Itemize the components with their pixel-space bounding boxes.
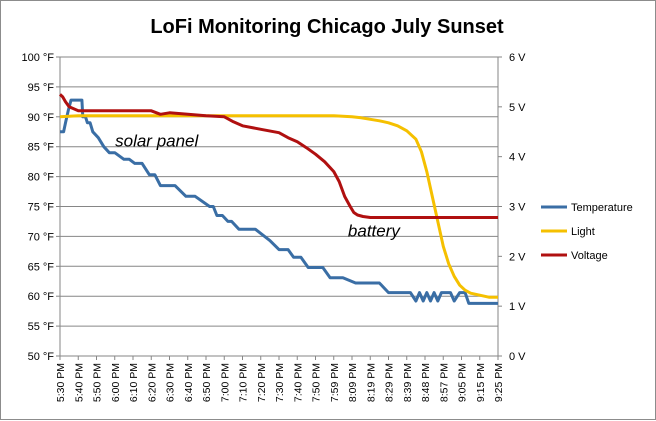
x-tick-label: 6:10 PM [128, 363, 140, 402]
x-tick-label: 6:00 PM [110, 363, 122, 402]
x-tick-label: 7:40 PM [292, 363, 304, 402]
series-lines [58, 93, 498, 305]
left-tick-label: 50 °F [28, 351, 55, 363]
right-tick-label: 6 V [509, 52, 526, 64]
left-tick-label: 90 °F [28, 112, 55, 124]
annotation-solar-panel: solar panel [115, 132, 199, 151]
left-tick-label: 75 °F [28, 202, 55, 214]
legend-label-temperature: Temperature [571, 202, 633, 214]
x-tick-label: 8:19 PM [365, 363, 377, 402]
x-tick-label: 8:29 PM [384, 363, 396, 402]
x-axis-ticks: 5:30 PM 5:40 PM 5:50 PM 6:00 PM 6:10 PM 6:20 … [55, 356, 505, 402]
legend: Temperature Light Voltage [541, 202, 633, 262]
x-tick-label: 5:30 PM [55, 363, 67, 402]
right-tick-label: 0 V [509, 351, 526, 363]
right-tick-label: 1 V [509, 301, 526, 313]
x-tick-label: 5:40 PM [73, 363, 85, 402]
x-tick-label: 7:59 PM [329, 363, 341, 402]
x-tick-label: 8:39 PM [402, 363, 414, 402]
chart-title: LoFi Monitoring Chicago July Sunset [150, 16, 504, 38]
left-tick-label: 65 °F [28, 261, 55, 273]
left-tick-label: 80 °F [28, 172, 55, 184]
x-tick-label: 8:48 PM [420, 363, 432, 402]
right-axis-ticks: 0 V 1 V 2 V 3 V 4 V 5 V 6 V [498, 52, 526, 363]
x-tick-label: 6:50 PM [201, 363, 213, 402]
left-tick-label: 85 °F [28, 142, 55, 154]
x-tick-label: 8:09 PM [347, 363, 359, 402]
left-tick-label: 60 °F [28, 291, 55, 303]
series-line-voltage [58, 93, 498, 219]
right-tick-label: 2 V [509, 251, 526, 263]
x-tick-label: 7:10 PM [238, 363, 250, 402]
x-tick-label: 7:50 PM [311, 363, 323, 402]
left-tick-label: 100 °F [21, 52, 54, 64]
x-tick-label: 9:15 PM [475, 363, 487, 402]
x-tick-label: 9:05 PM [457, 363, 469, 402]
x-tick-label: 9:25 PM [493, 363, 505, 402]
legend-label-voltage: Voltage [571, 250, 608, 262]
series-line-light [59, 114, 498, 299]
annotations: solar panel battery [115, 132, 401, 241]
x-tick-label: 7:30 PM [274, 363, 286, 402]
x-tick-label: 7:00 PM [219, 363, 231, 402]
left-tick-label: 55 °F [28, 321, 55, 333]
legend-label-light: Light [571, 226, 595, 238]
series-line-temperature [60, 98, 498, 305]
x-tick-label: 5:50 PM [92, 363, 104, 402]
right-tick-label: 3 V [509, 202, 526, 214]
gridlines [59, 56, 499, 357]
left-axis-ticks: 50 °F 55 °F 60 °F 65 °F 70 °F 75 °F 80 °F 85 °F… [21, 52, 60, 363]
right-tick-label: 5 V [509, 102, 526, 114]
x-tick-label: 6:40 PM [183, 363, 195, 402]
x-tick-label: 6:30 PM [165, 363, 177, 402]
x-tick-label: 8:57 PM [438, 363, 450, 402]
right-tick-label: 4 V [509, 152, 526, 164]
x-tick-label: 7:20 PM [256, 363, 268, 402]
annotation-battery: battery [348, 221, 401, 240]
left-tick-label: 70 °F [28, 231, 55, 243]
x-tick-label: 6:20 PM [146, 363, 158, 402]
left-tick-label: 95 °F [28, 82, 55, 94]
